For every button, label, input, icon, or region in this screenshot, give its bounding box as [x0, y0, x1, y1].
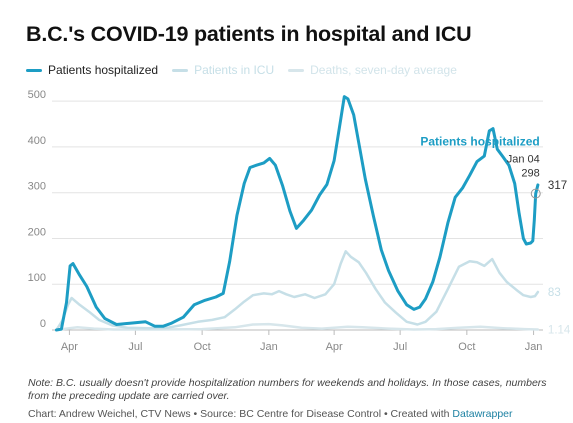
legend-item: Patients in ICU [172, 63, 274, 77]
series-end-label: 317 [548, 180, 567, 192]
x-tick-label: Oct [458, 341, 475, 353]
annotation-marker [530, 188, 541, 199]
series-line [54, 95, 540, 332]
series-end-label: 1.14 [548, 324, 571, 336]
legend-swatch [172, 68, 189, 72]
legend-item: Deaths, seven-day average [288, 63, 457, 77]
chart-title: B.C.'s COVID-19 patients in hospital and… [26, 22, 472, 46]
y-tick-label: 200 [28, 226, 46, 238]
credit-text: Chart: Andrew Weichel, CTV News • Source… [28, 408, 453, 420]
series-line [55, 322, 540, 332]
x-tick-label: Apr [326, 341, 343, 353]
annotation-series-label: Patients hospitalized [420, 135, 539, 149]
legend-label: Patients hospitalized [48, 63, 159, 77]
chart-legend: Patients hospitalized Patients in ICU Deat… [26, 62, 471, 78]
chart-credit: Chart: Andrew Weichel, CTV News • Source… [28, 408, 513, 420]
legend-swatch [288, 68, 305, 72]
chart-note: Note: B.C. usually doesn't provide hospi… [28, 377, 547, 402]
x-tick-label: Jan [260, 341, 278, 353]
x-tick-label: Jul [393, 341, 407, 353]
y-tick-label: 0 [40, 318, 46, 330]
y-tick-label: 500 [28, 89, 46, 101]
legend-swatch [26, 68, 42, 72]
series-line [55, 250, 540, 332]
x-tick-label: Apr [61, 341, 78, 353]
annotation-date-label: Jan 04 [507, 154, 540, 166]
y-tick-label: 300 [28, 181, 46, 193]
line-chart: 0 100 200 300 400 500 Apr Jul Oct Jan Apr Jul Oct Jan… [28, 89, 571, 353]
series-end-label: 83 [548, 287, 561, 299]
datawrapper-link[interactable]: Datawrapper [452, 408, 513, 420]
x-tick-label: Oct [194, 341, 211, 353]
x-tick-label: Jul [128, 341, 142, 353]
legend-label: Deaths, seven-day average [310, 63, 457, 77]
y-tick-label: 100 [28, 272, 46, 284]
legend-label: Patients in ICU [194, 63, 275, 77]
x-tick-label: Jan [525, 341, 543, 353]
annotation-value-label: 298 [521, 168, 539, 180]
y-tick-label: 400 [28, 135, 46, 147]
legend-item: Patients hospitalized [26, 63, 158, 77]
